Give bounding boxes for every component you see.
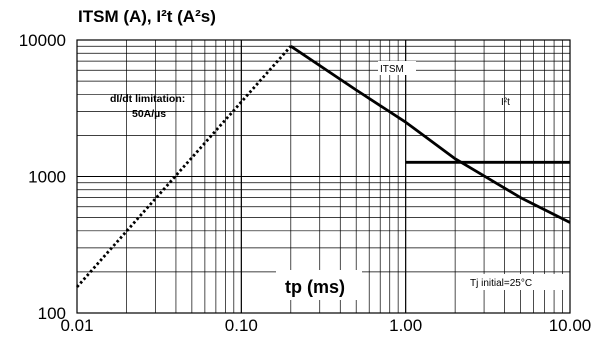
plot-frame xyxy=(76,39,571,314)
itsm-label-background xyxy=(378,61,416,75)
i2t-series-label: I²t xyxy=(501,97,510,108)
didt-annotation-line1: dI/dt limitation: xyxy=(110,93,185,105)
tick-labels: 0.01 0.10 1.00 10.00 100 1000 10000 xyxy=(19,31,592,335)
conditions-annotation: Tj initial=25°C xyxy=(470,278,532,289)
x-axis-title: tp (ms) xyxy=(285,277,345,297)
label-layer: ITSM I²t dI/dt limitation: 50A/µs tp (ms… xyxy=(110,61,564,300)
x-tick-label: 0.01 xyxy=(60,316,93,335)
conditions-label-background xyxy=(467,274,564,290)
chart-title: ITSM (A), I²t (A²s) xyxy=(78,7,216,26)
didt-annotation-line2: 50A/µs xyxy=(132,108,166,120)
y-tick-label: 10000 xyxy=(19,31,66,50)
x-tick-label: 0.10 xyxy=(225,316,258,335)
didt-limitation-line xyxy=(75,45,292,288)
itsm-series-label: ITSM xyxy=(380,64,404,75)
itsm-curve xyxy=(290,45,571,224)
x-tick-label: 10.00 xyxy=(549,316,592,335)
x-title-background xyxy=(276,270,362,300)
series-layer xyxy=(75,45,571,288)
y-tick-label: 100 xyxy=(38,304,66,323)
x-tick-label: 1.00 xyxy=(389,316,422,335)
y-tick-label: 1000 xyxy=(28,168,66,187)
